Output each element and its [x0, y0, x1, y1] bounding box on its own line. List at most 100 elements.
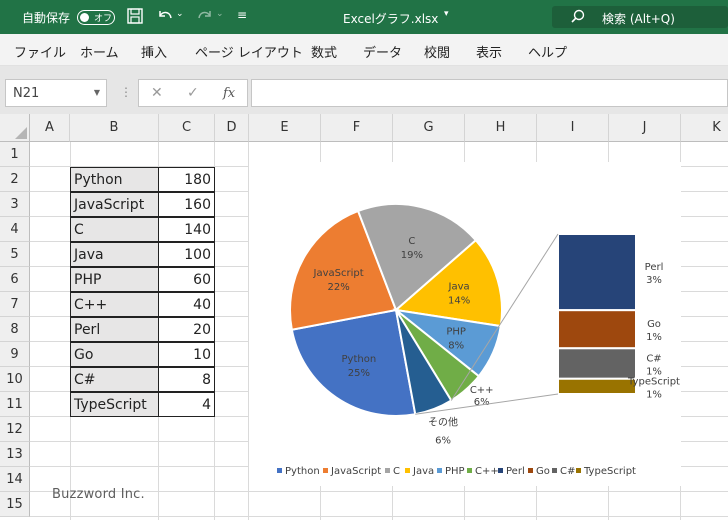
legend-marker-python	[277, 468, 282, 473]
table-cell-name[interactable]: C++	[70, 292, 159, 317]
legend-marker-java	[405, 468, 410, 473]
save-icon[interactable]	[126, 7, 144, 29]
table-cell-value[interactable]: 8	[158, 367, 215, 392]
customize-toolbar-icon[interactable]: ≡	[237, 8, 248, 22]
bar-segment-perl	[557, 233, 637, 312]
pie-slice-javascript	[289, 209, 398, 331]
legend-label-c-: C++	[475, 466, 499, 477]
bar-of-pie-chart[interactable]: Python 25% JavaScript 22% C 19% Java 14% PHP 8% C+…	[249, 162, 681, 486]
redo-icon[interactable]	[196, 7, 214, 29]
column-header[interactable]: J	[609, 114, 681, 142]
column-header[interactable]: F	[321, 114, 393, 142]
table-cell-name[interactable]: TypeScript	[70, 392, 159, 417]
column-header[interactable]: C	[159, 114, 215, 142]
table-cell-name[interactable]: PHP	[70, 267, 159, 292]
tab-page-layout[interactable]: ページ レイアウト	[195, 46, 303, 61]
row-header[interactable]: 10	[0, 367, 30, 392]
row-header[interactable]: 4	[0, 217, 30, 242]
table-cell-name[interactable]: JavaScript	[70, 192, 159, 217]
bar-label-percent: 1%	[646, 367, 662, 378]
title-bar: 自動保存 オフ ⌄ ⌄ ≡ Excelグラフ.xlsx ▾ 検索 (Alt+Q)	[0, 0, 728, 34]
name-box-value: N21	[13, 86, 40, 101]
formula-buttons: ✕ ✓ fx	[138, 79, 248, 107]
column-header[interactable]: E	[249, 114, 321, 142]
column-header[interactable]: G	[393, 114, 465, 142]
row-header[interactable]: 13	[0, 442, 30, 467]
formula-bar: N21 ▼ ⋮ ✕ ✓ fx	[0, 76, 728, 114]
toggle-knob	[80, 13, 89, 22]
pie-label-name: Java	[448, 282, 470, 293]
row-header[interactable]: 6	[0, 267, 30, 292]
table-cell-value[interactable]: 160	[158, 192, 215, 217]
table-cell-value[interactable]: 60	[158, 267, 215, 292]
undo-dropdown-icon[interactable]: ⌄	[176, 9, 184, 19]
column-header[interactable]: H	[465, 114, 537, 142]
legend-label-python: Python	[285, 466, 320, 477]
legend-label-c-: C#	[560, 466, 575, 477]
enter-icon[interactable]: ✓	[187, 85, 199, 101]
bar-label-percent: 3%	[646, 275, 662, 286]
search-box[interactable]: 検索 (Alt+Q)	[552, 6, 728, 28]
tab-data[interactable]: データ	[363, 46, 403, 61]
row-header[interactable]: 11	[0, 392, 30, 417]
row-header[interactable]: 1	[0, 142, 30, 167]
column-header[interactable]: A	[30, 114, 70, 142]
pie-label-name: Python	[342, 354, 377, 365]
row-header[interactable]: 5	[0, 242, 30, 267]
table-cell-value[interactable]: 4	[158, 392, 215, 417]
table-cell-name[interactable]: C	[70, 217, 159, 242]
table-cell-name[interactable]: Java	[70, 242, 159, 267]
table-cell-value[interactable]: 140	[158, 217, 215, 242]
tab-file[interactable]: ファイル	[14, 46, 67, 61]
tab-home[interactable]: ホーム	[80, 46, 119, 61]
column-header[interactable]: I	[537, 114, 609, 142]
tab-help[interactable]: ヘルプ	[528, 46, 568, 61]
bar-label-name: C#	[646, 354, 661, 365]
file-title[interactable]: Excelグラフ.xlsx	[343, 12, 439, 26]
autosave-toggle[interactable]: オフ	[77, 10, 115, 25]
watermark: Buzzword Inc.	[52, 487, 145, 502]
cancel-icon[interactable]: ✕	[151, 85, 163, 101]
pie-label-name: PHP	[446, 326, 466, 337]
tab-view[interactable]: 表示	[476, 46, 503, 61]
table-cell-value[interactable]: 180	[158, 167, 215, 192]
table-cell-value[interactable]: 100	[158, 242, 215, 267]
name-box[interactable]: N21 ▼	[5, 79, 107, 107]
table-cell-name[interactable]: Python	[70, 167, 159, 192]
file-title-dropdown-icon[interactable]: ▾	[444, 9, 449, 19]
pie-slice-c	[356, 203, 478, 312]
row-header[interactable]: 7	[0, 292, 30, 317]
legend-marker-go	[528, 468, 533, 473]
select-all-button[interactable]	[0, 114, 30, 142]
table-cell-name[interactable]: C#	[70, 367, 159, 392]
pie-label-percent: 22%	[327, 282, 349, 293]
row-header[interactable]: 12	[0, 417, 30, 442]
legend-label-java: Java	[412, 466, 434, 477]
table-cell-value[interactable]: 20	[158, 317, 215, 342]
bar-label-percent: 1%	[646, 389, 662, 400]
column-header[interactable]: K	[681, 114, 728, 142]
row-header[interactable]: 14	[0, 467, 30, 492]
tab-formulas[interactable]: 数式	[311, 46, 338, 61]
pie-slice-python	[290, 308, 417, 417]
table-cell-value[interactable]: 10	[158, 342, 215, 367]
column-header[interactable]: D	[215, 114, 249, 142]
tab-insert[interactable]: 挿入	[141, 46, 168, 61]
insert-function-icon[interactable]: fx	[223, 86, 236, 101]
row-header[interactable]: 9	[0, 342, 30, 367]
row-header[interactable]: 8	[0, 317, 30, 342]
column-header[interactable]: B	[70, 114, 159, 142]
table-cell-name[interactable]: Perl	[70, 317, 159, 342]
undo-icon[interactable]	[156, 7, 174, 29]
table-cell-name[interactable]: Go	[70, 342, 159, 367]
row-header[interactable]: 3	[0, 192, 30, 217]
tab-review[interactable]: 校閲	[424, 46, 451, 61]
redo-dropdown-icon[interactable]: ⌄	[216, 9, 224, 19]
legend-marker-typescript	[576, 468, 581, 473]
name-box-dropdown-icon[interactable]: ▼	[93, 88, 100, 97]
row-header[interactable]: 15	[0, 492, 30, 517]
pie-label-name: JavaScript	[313, 268, 364, 279]
formula-input[interactable]	[251, 79, 728, 107]
row-header[interactable]: 2	[0, 167, 30, 192]
table-cell-value[interactable]: 40	[158, 292, 215, 317]
